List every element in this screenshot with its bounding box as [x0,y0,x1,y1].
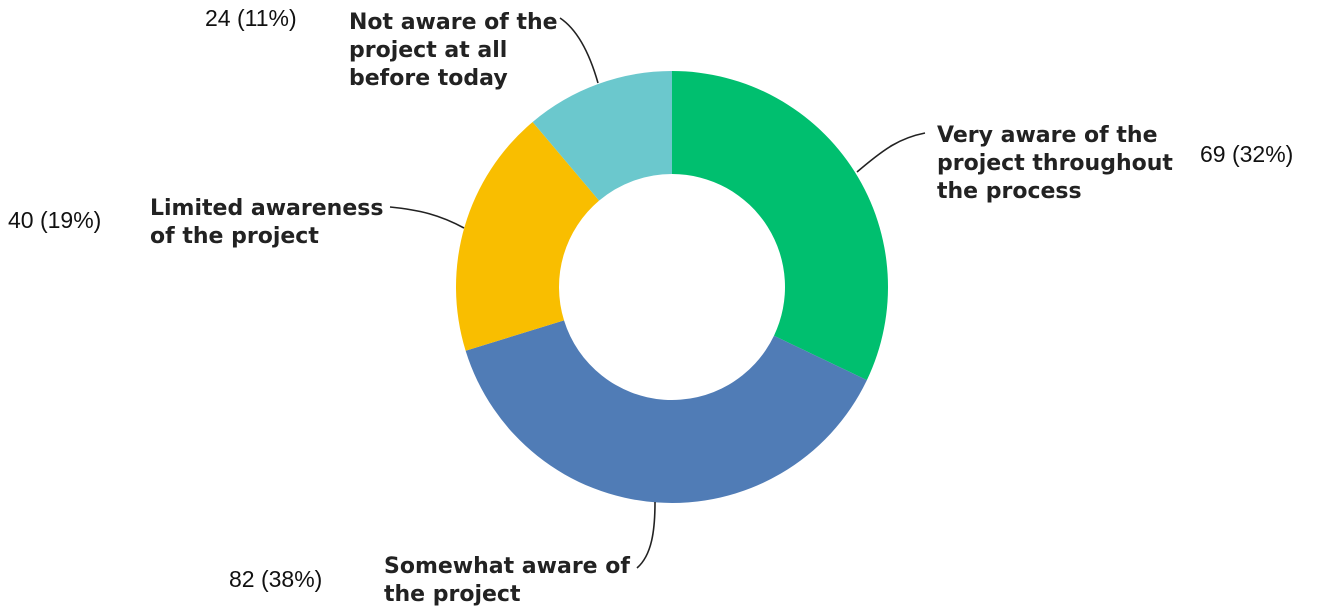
slice-1 [465,320,867,504]
slice-label-line: before today [349,66,508,91]
slice-2 [456,121,600,351]
slice-label-2: Limited awareness of the project [150,196,383,249]
slice-label-line: Somewhat aware of [384,554,630,579]
slice-3 [532,71,672,201]
value-label-3: 24 (11%) [205,5,297,31]
slice-0 [672,71,888,381]
slice-label-0: Very aware of the project throughout the p… [937,123,1173,204]
slice-label-3: Not aware of the project at all before tod… [349,10,558,91]
labels: Very aware of the project throughout the p… [8,5,1293,607]
slice-label-line: of the project [150,224,319,249]
slice-label-line: Not aware of the [349,10,558,35]
slice-label-1: Somewhat aware of the project [384,554,630,607]
value-label-0: 69 (32%) [1200,141,1293,167]
slice-label-line: the project [384,582,521,607]
leader-line-1 [636,501,656,569]
leader-line-0 [856,132,926,173]
value-label-2: 40 (19%) [8,207,101,233]
leader-line-3 [559,17,599,84]
slice-label-line: Very aware of the [937,123,1157,148]
slice-label-line: the process [937,179,1082,204]
slices [456,71,888,504]
slice-label-line: Limited awareness [150,196,383,221]
value-label-1: 82 (38%) [229,566,322,592]
slice-label-line: project throughout [937,151,1173,176]
leader-line-2 [389,206,465,229]
slice-label-line: project at all [349,38,507,63]
